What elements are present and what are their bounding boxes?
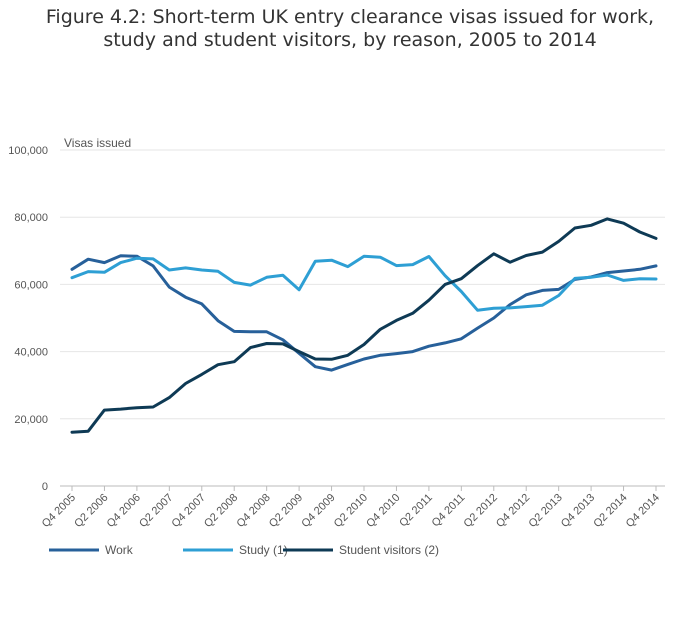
x-tick-label: Q4 2011 [430, 492, 468, 530]
x-tick-label: Q2 2010 [332, 492, 370, 530]
series-lines [70, 217, 658, 434]
x-tick-label: Q4 2012 [494, 492, 532, 530]
x-tick-label: Q4 2009 [299, 492, 337, 530]
x-tick-label: Q2 2009 [267, 492, 305, 530]
legend-label-work: Work [105, 543, 134, 557]
x-tick-label: Q2 2013 [526, 492, 564, 530]
y-tick-label: 40,000 [14, 347, 48, 359]
x-tick-label: Q4 2014 [624, 492, 662, 530]
y-tick-label: 0 [42, 481, 48, 493]
legend: Work Study (1) Student visitors (2) [49, 543, 439, 557]
x-tick-label: Q2 2007 [137, 492, 175, 530]
series-line-study-1 [70, 254, 658, 312]
legend-label-study-1: Study (1) [239, 543, 288, 557]
y-tick-label: 20,000 [14, 414, 48, 426]
y-tick-label: 60,000 [14, 279, 48, 291]
x-tick-label: Q2 2014 [591, 492, 629, 530]
x-tick-label: Q4 2013 [559, 492, 597, 530]
chart-title: Figure 4.2: Short-term UK entry clearanc… [45, 6, 655, 51]
x-tick-label: Q4 2008 [234, 492, 272, 530]
x-tick-label: Q2 2006 [72, 492, 110, 530]
y-axis-label: Visas issued [64, 136, 131, 150]
x-tick-label: Q2 2011 [397, 492, 435, 530]
x-tick-label: Q4 2010 [364, 492, 402, 530]
y-tick-label: 80,000 [14, 212, 48, 224]
y-axis: 0 20,000 40,000 60,000 80,000 100,000 [8, 145, 48, 493]
x-tick-label: Q4 2007 [170, 492, 208, 530]
grid-lines [60, 149, 665, 487]
x-tick-label: Q4 2006 [105, 492, 143, 530]
y-tick-label: 100,000 [8, 145, 48, 157]
x-tick-label: Q2 2008 [202, 492, 240, 530]
legend-label-student-visitors-2: Student visitors (2) [339, 543, 439, 557]
x-tick-label: Q4 2005 [40, 492, 78, 530]
series-line-student-visitors-2 [70, 217, 658, 434]
series-line-work [70, 254, 658, 372]
x-tick-label: Q2 2012 [462, 492, 500, 530]
